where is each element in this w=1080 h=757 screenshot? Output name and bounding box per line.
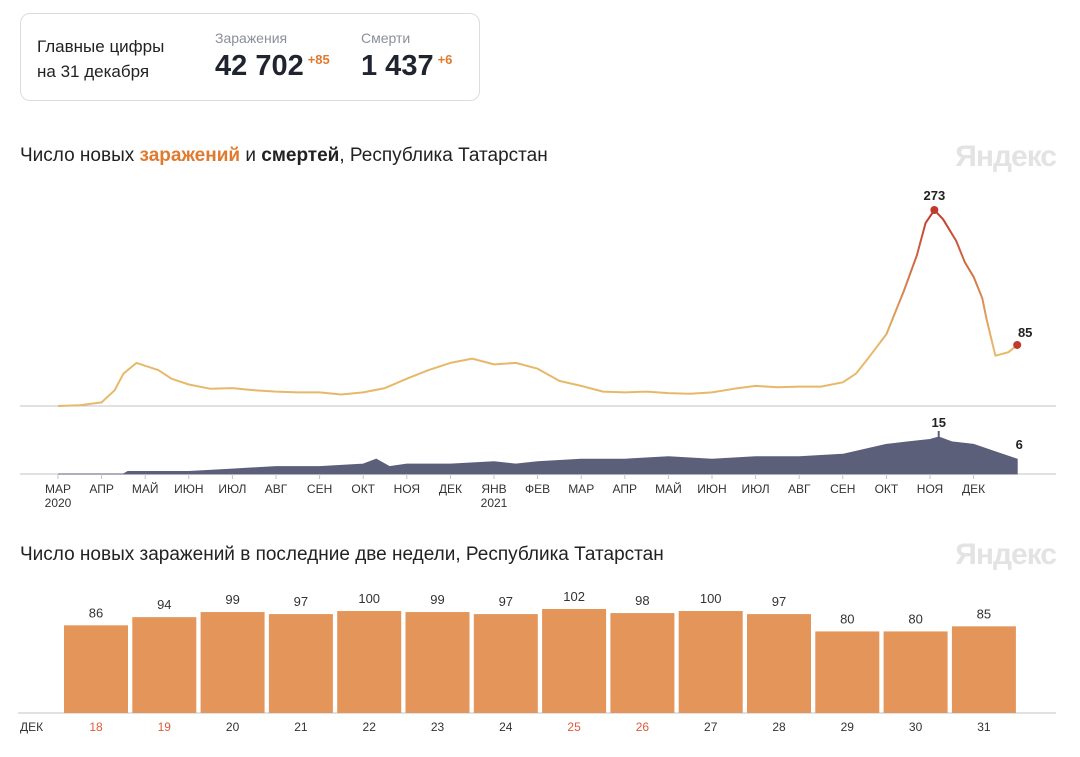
bar: [542, 609, 607, 713]
bar-value-label: 102: [563, 589, 585, 604]
deaths-value: 1 437: [361, 50, 434, 82]
chart1-title-infections: заражений: [139, 145, 241, 166]
chart1-title-part: , Республика Татарстан: [339, 145, 548, 166]
day-label: 24: [499, 720, 513, 734]
bar: [610, 613, 675, 713]
chart1-title-part: и: [240, 145, 262, 166]
day-label: 27: [704, 720, 718, 734]
summary-heading-line2: на 31 декабря: [37, 62, 150, 81]
yandex-watermark: Яндекс: [955, 538, 1057, 571]
day-label: 30: [909, 720, 923, 734]
deaths-stat: Смерти 1 437 +6: [361, 30, 452, 83]
chart2-title: Число новых заражений в последние две не…: [20, 544, 664, 565]
x-tick-label: НОЯ: [917, 482, 943, 496]
infections-peak-dot: [930, 206, 939, 214]
day-label: 18: [89, 720, 103, 734]
x-tick-label: АПР: [89, 482, 114, 496]
infections-label: Заражения: [215, 30, 288, 46]
day-label: 19: [158, 720, 172, 734]
bar-value-label: 97: [294, 594, 308, 609]
x-tick-label: СЕН: [830, 482, 855, 496]
bar: [747, 614, 811, 713]
x-tick-label: ИЮН: [697, 482, 726, 496]
x-tick-label: МАЙ: [655, 481, 682, 496]
bar-value-label: 86: [89, 605, 103, 620]
day-label: 20: [226, 720, 240, 734]
day-label: 31: [977, 720, 991, 734]
day-label: 21: [294, 720, 308, 734]
infections-last-label: 85: [1018, 325, 1032, 340]
bar-value-label: 85: [977, 606, 991, 621]
deaths-label: Смерти: [361, 30, 411, 46]
x-tick-label: НОЯ: [394, 482, 420, 496]
bar: [337, 611, 402, 713]
deaths-last-label: 6: [1016, 437, 1023, 452]
x-tick-label: ОКТ: [351, 482, 375, 496]
bar: [951, 626, 1016, 713]
x-tick-label: ИЮЛ: [742, 482, 770, 496]
bar: [132, 617, 197, 713]
bar-value-label: 80: [908, 611, 922, 626]
x-tick-label: МАЙ: [132, 481, 159, 496]
bar-value-label: 99: [430, 592, 444, 607]
chart1-title-deaths: смертей: [261, 145, 340, 166]
yandex-watermark: Яндекс: [955, 140, 1057, 173]
chart1-title: Число новых заражений и смертей, Республ…: [20, 145, 548, 167]
x-tick-label: ИЮЛ: [218, 482, 246, 496]
month-label: ДЕК: [20, 720, 43, 734]
deaths-area: [58, 436, 1018, 475]
bar: [473, 614, 538, 713]
bar-value-label: 97: [772, 594, 786, 609]
bar: [678, 611, 743, 713]
infections-delta: +85: [307, 52, 330, 67]
deaths-delta: +6: [437, 52, 453, 67]
day-label: 23: [431, 720, 445, 734]
x-tick-label: ЯНВ: [481, 482, 506, 496]
day-label: 26: [636, 720, 650, 734]
infections-peak-label: 273: [924, 188, 946, 203]
year-label: 2021: [481, 496, 508, 510]
bar-value-label: 80: [840, 611, 854, 626]
x-tick-label: ФЕВ: [525, 482, 550, 496]
x-tick-label: ДЕК: [439, 482, 462, 496]
bar-value-label: 100: [700, 591, 722, 606]
bar-value-label: 94: [157, 597, 171, 612]
bar: [883, 631, 948, 713]
x-tick-label: АВГ: [265, 482, 288, 496]
x-tick-label: СЕН: [307, 482, 332, 496]
bar: [268, 614, 333, 713]
year-label: 2020: [45, 496, 72, 510]
x-tick-label: МАР: [45, 482, 71, 496]
bar-value-label: 98: [635, 593, 649, 608]
day-label: 25: [567, 720, 581, 734]
day-label: 28: [772, 720, 786, 734]
x-tick-label: АПР: [613, 482, 638, 496]
bar: [815, 631, 880, 713]
bar: [64, 625, 128, 713]
summary-card: Главные цифры на 31 декабря Заражения 42…: [20, 13, 480, 101]
summary-heading-line1: Главные цифры: [37, 37, 165, 56]
deaths-peak-label: 15: [931, 415, 945, 430]
bar-value-label: 99: [225, 592, 239, 607]
x-tick-label: ИЮН: [174, 482, 203, 496]
infections-line: [57, 209, 1018, 407]
bar-value-label: 100: [358, 591, 380, 606]
infections-last-dot: [1013, 340, 1022, 349]
infections-value: 42 702: [215, 50, 304, 82]
x-tick-label: ОКТ: [875, 482, 899, 496]
bar: [200, 612, 265, 713]
timeline-chart: 273 85 15 6 МАР АПР МАЙ ИЮН ИЮЛ АВГ СЕН ОКТ НОЯ ДЕК ЯН…: [20, 188, 1056, 510]
day-label: 29: [841, 720, 855, 734]
summary-heading: Главные цифры на 31 декабря: [37, 34, 164, 84]
x-tick-label: ДЕК: [962, 482, 985, 496]
x-tick-label: АВГ: [788, 482, 811, 496]
bar-chart: ДЕК 86 18 94 19 99 20 97 21 100 22 99 23 97 24 102 25 98 2…: [18, 589, 1056, 734]
x-tick-label: МАР: [568, 482, 594, 496]
infections-stat: Заражения 42 702 +85: [215, 30, 330, 83]
chart1-title-part: Число новых: [20, 145, 140, 166]
bar-value-label: 97: [499, 594, 513, 609]
day-label: 22: [363, 720, 377, 734]
bar: [405, 612, 470, 713]
